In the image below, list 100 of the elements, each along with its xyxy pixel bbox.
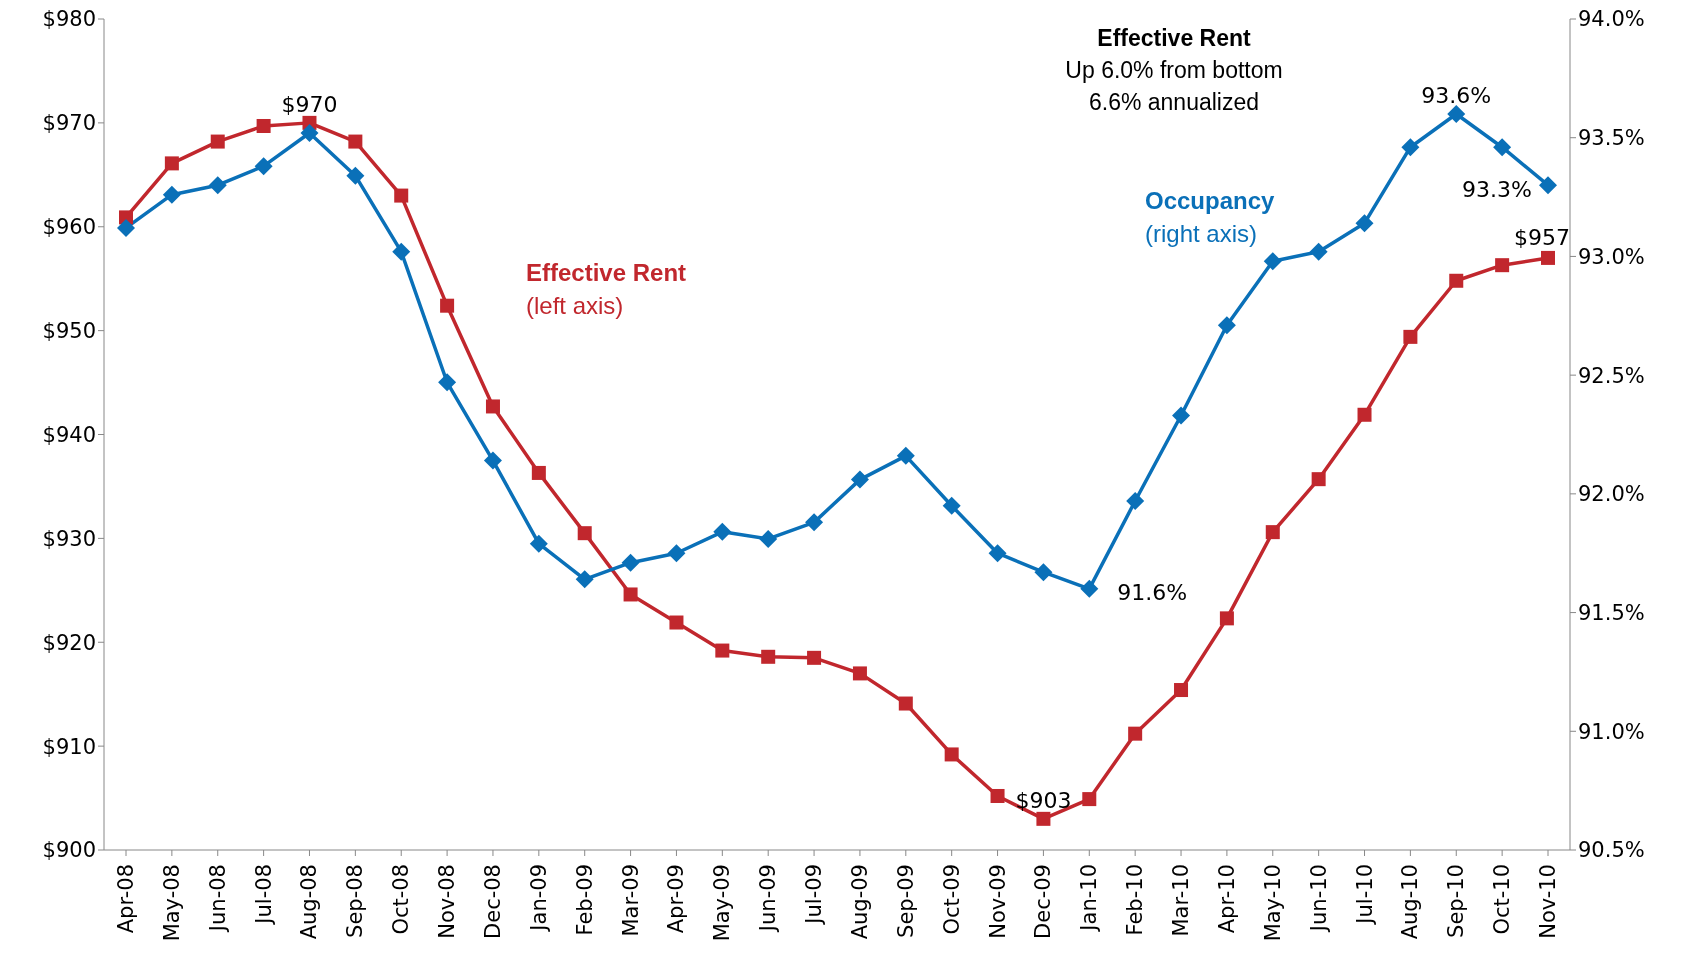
point: [438, 373, 457, 392]
data-label: $903: [1015, 788, 1072, 814]
x-tick-label: Jun-10: [1306, 864, 1331, 934]
point: [483, 451, 502, 470]
point: [210, 134, 225, 149]
y-tick-label: $980: [42, 7, 96, 32]
point: [896, 446, 915, 465]
x-tick-label: Feb-09: [572, 864, 597, 936]
x-tick-label: Nov-09: [985, 864, 1010, 939]
annotation: 6.6% annualized: [1087, 88, 1261, 117]
point: [942, 496, 961, 515]
point: [1036, 811, 1051, 826]
y2-tick-label: 93.0%: [1578, 244, 1645, 269]
point: [1495, 258, 1510, 273]
point: [392, 242, 411, 261]
x-tick-label: Oct-10: [1490, 864, 1515, 935]
point: [713, 522, 732, 541]
point: [805, 513, 824, 532]
point: [761, 649, 776, 664]
x-tick-label: Jun-08: [205, 864, 230, 934]
point: [346, 166, 365, 185]
annotation: Effective Rent: [1096, 24, 1252, 53]
y2-tick-label: 94.0%: [1578, 7, 1645, 32]
x-tick-label: Jul-08: [251, 864, 276, 926]
y-tick-label: $960: [42, 215, 96, 240]
x-tick-label: Jul-09: [802, 864, 827, 926]
point: [1265, 525, 1280, 540]
point: [669, 615, 684, 630]
x-tick-label: Aug-09: [847, 864, 872, 940]
y2-tick-label: 91.0%: [1578, 719, 1645, 744]
point: [1357, 407, 1372, 422]
point: [1493, 138, 1512, 157]
x-tick-label: Feb-10: [1123, 864, 1148, 936]
point: [990, 788, 1005, 803]
point: [621, 553, 640, 572]
data-label: $970: [281, 92, 338, 118]
point: [1447, 104, 1466, 123]
x-tick-label: Oct-09: [939, 864, 964, 935]
point: [117, 218, 135, 237]
x-tick-label: Aug-10: [1398, 864, 1423, 940]
point: [1449, 273, 1464, 288]
point: [394, 188, 409, 203]
point: [348, 134, 363, 149]
y2-tick-label: 90.5%: [1578, 838, 1645, 863]
point: [944, 747, 959, 762]
point: [1034, 563, 1053, 582]
point: [440, 298, 455, 313]
x-tick-label: Mar-09: [618, 864, 643, 937]
point: [575, 570, 594, 589]
point: [529, 534, 548, 553]
point: [1309, 242, 1328, 261]
point: [667, 544, 686, 563]
x-tick-label: Jun-09: [756, 864, 781, 934]
x-tick-label: Mar-10: [1169, 864, 1194, 937]
point: [1355, 214, 1374, 233]
x-tick-label: Dec-08: [480, 864, 505, 939]
y2-tick-label: 91.5%: [1578, 601, 1645, 626]
y-tick-label: $950: [42, 319, 96, 344]
x-tick-label: Sep-08: [343, 864, 368, 938]
data-label: 93.3%: [1462, 176, 1532, 202]
point: [577, 526, 592, 541]
x-tick-label: Jan-09: [526, 864, 551, 933]
point: [715, 643, 730, 658]
point: [162, 185, 181, 204]
y-tick-label: $930: [42, 526, 96, 551]
point: [1174, 683, 1189, 698]
point: [1080, 579, 1099, 598]
y-tick-label: $920: [42, 630, 96, 655]
point: [1172, 406, 1191, 425]
x-tick-label: Oct-08: [389, 864, 414, 935]
x-tick-label: Jan-10: [1077, 864, 1102, 933]
point: [164, 156, 179, 171]
x-tick-label: Sep-10: [1444, 864, 1469, 938]
point: [254, 157, 273, 176]
point: [759, 529, 778, 548]
point: [1401, 138, 1420, 157]
y-tick-label: $910: [42, 734, 96, 759]
text: Effective Rent (left axis): [526, 258, 687, 321]
data-label: $957: [1514, 225, 1570, 251]
point: [1403, 329, 1418, 344]
x-tick-label: Nov-08: [435, 864, 460, 939]
point: [208, 176, 227, 195]
point: [1539, 176, 1557, 195]
x-tick-label: Apr-08: [114, 864, 138, 934]
point: [1126, 491, 1145, 510]
x-tick-label: Nov-10: [1536, 864, 1560, 939]
point: [852, 666, 867, 681]
point: [531, 465, 546, 480]
point: [1082, 792, 1097, 807]
x-tick-label: Dec-09: [1031, 864, 1056, 939]
y2-tick-label: 92.0%: [1578, 482, 1645, 507]
y2-tick-label: 93.5%: [1578, 126, 1645, 151]
point: [485, 399, 500, 414]
y-tick-label: $900: [42, 838, 96, 863]
point: [807, 650, 822, 665]
point: [256, 118, 271, 133]
point: [623, 587, 638, 602]
x-tick-label: May-10: [1260, 864, 1285, 942]
point: [1217, 316, 1236, 335]
point: [300, 123, 319, 142]
